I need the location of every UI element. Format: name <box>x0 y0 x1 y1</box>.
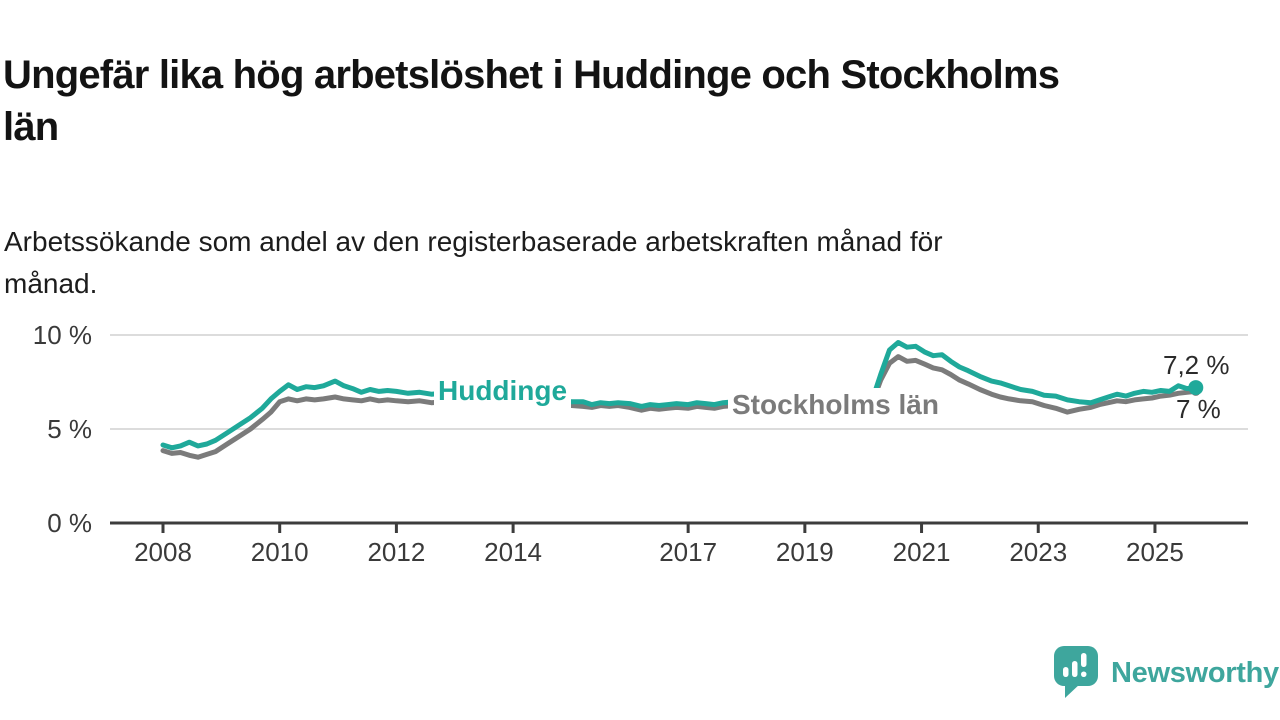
x-tick-label: 2014 <box>484 537 542 567</box>
chart-subtitle-line2: månad. <box>4 268 98 299</box>
x-tick-label: 2017 <box>659 537 717 567</box>
series-line-stockholms-lan <box>160 354 1199 460</box>
end-value-label-huddinge: 7,2 % <box>1163 350 1230 380</box>
page-title: Ungefär lika hög arbetslöshet i Huddinge… <box>3 49 1263 153</box>
newsworthy-logo-link[interactable]: Newsworthy <box>1052 645 1279 701</box>
chart-subtitle: Arbetssökande som andel av den registerb… <box>4 221 1224 305</box>
x-tick-label: 2019 <box>776 537 834 567</box>
page-title-line2: län <box>3 104 59 149</box>
x-tick-label: 2012 <box>367 537 425 567</box>
series-line-huddinge <box>160 340 1199 451</box>
y-tick-label: 5 % <box>47 414 92 444</box>
page-title-line1: Ungefär lika hög arbetslöshet i Huddinge… <box>3 52 1060 97</box>
series-end-dot-huddinge <box>1188 380 1204 396</box>
chart-subtitle-line1: Arbetssökande som andel av den registerb… <box>4 226 943 257</box>
newsworthy-brand-text: Newsworthy <box>1111 657 1279 689</box>
newsworthy-logo-icon <box>1054 646 1098 698</box>
x-tick-label: 2023 <box>1009 537 1067 567</box>
x-tick-label: 2021 <box>893 537 951 567</box>
y-tick-label: 0 % <box>47 508 92 538</box>
x-tick-label: 2025 <box>1126 537 1184 567</box>
end-value-label-stockholms-lan: 7 % <box>1176 394 1221 424</box>
x-tick-label: 2010 <box>251 537 309 567</box>
y-tick-label: 10 % <box>33 320 92 350</box>
series-label-stockholms-lan: Stockholms län <box>728 388 943 422</box>
x-tick-label: 2008 <box>134 537 192 567</box>
series-label-huddinge: Huddinge <box>434 374 572 408</box>
